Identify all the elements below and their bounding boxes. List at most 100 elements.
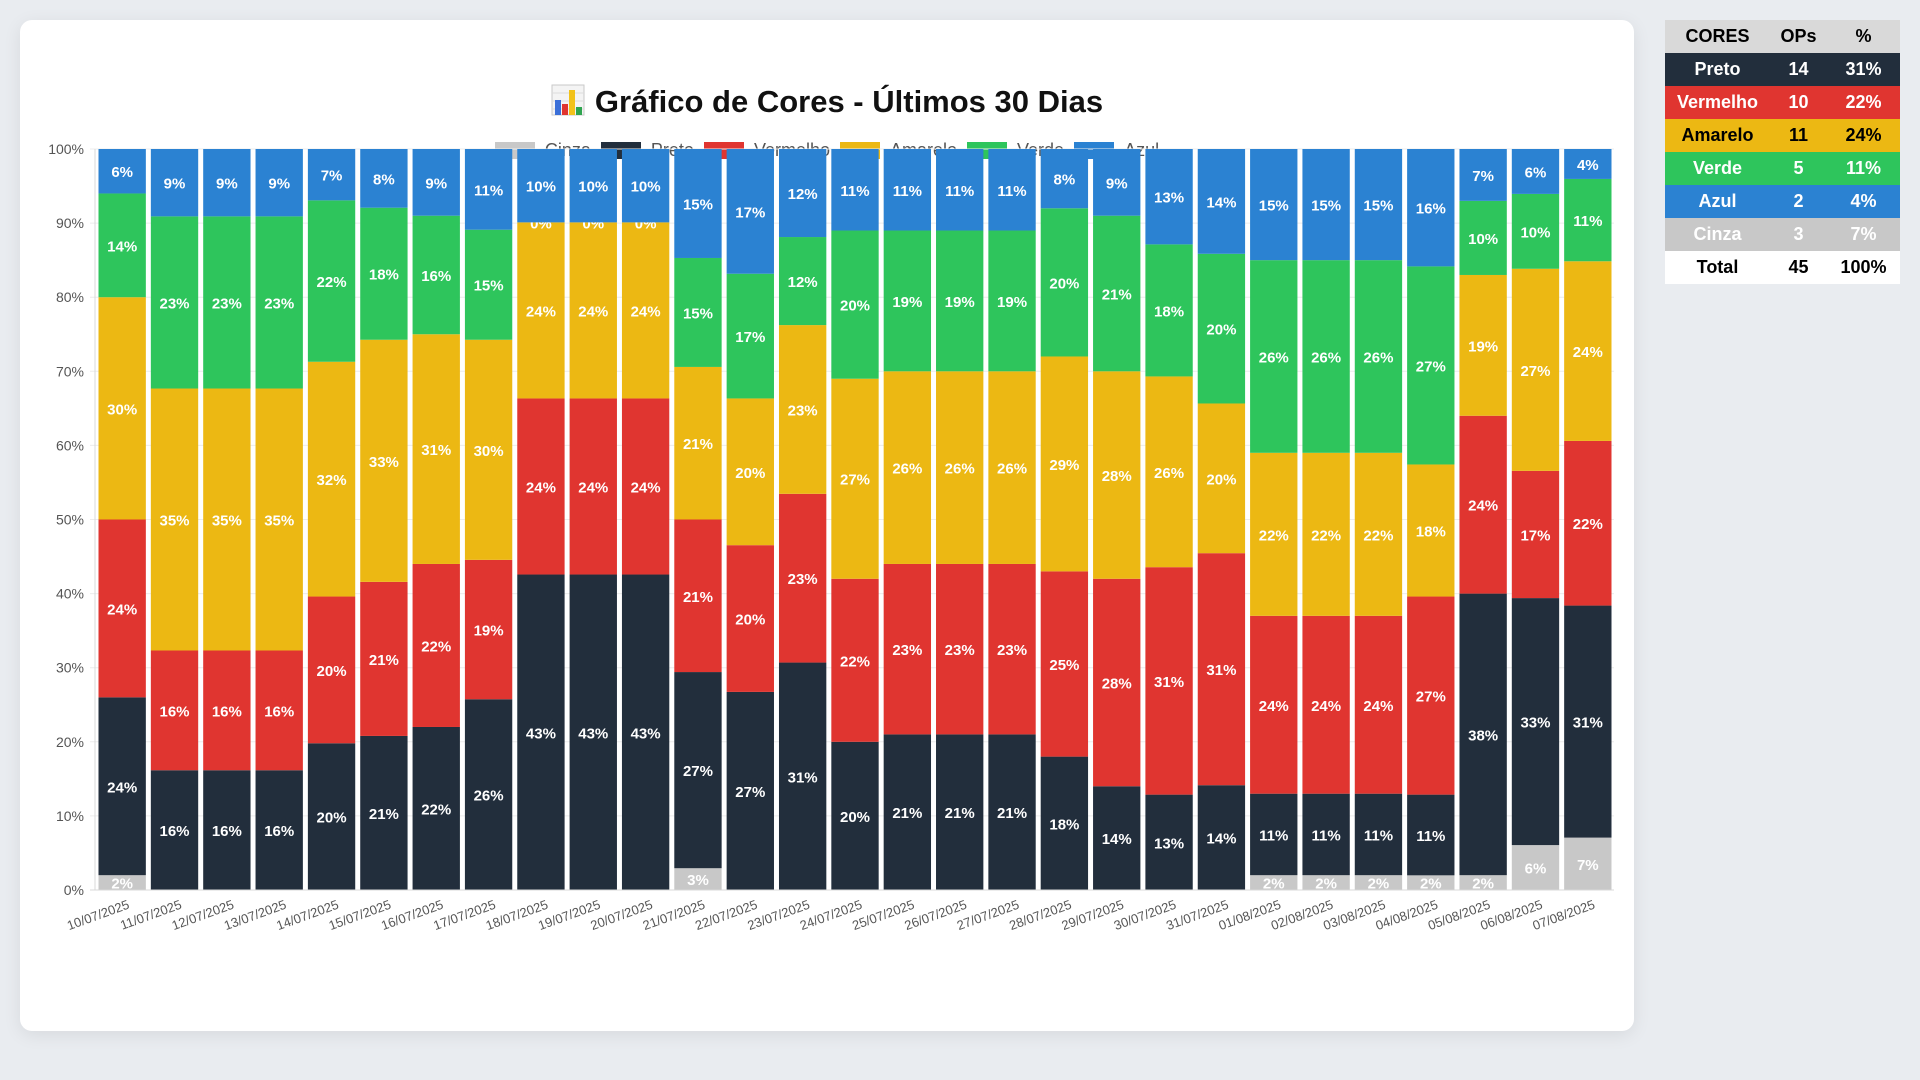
- bar-segment-azul[interactable]: [1040, 149, 1089, 209]
- bar-segment-vermelho[interactable]: [1354, 615, 1403, 794]
- bar-segment-preto[interactable]: [1197, 785, 1246, 890]
- bar-segment-azul[interactable]: [726, 149, 774, 274]
- bar-segment-azul[interactable]: [1093, 149, 1141, 216]
- bar-segment-preto[interactable]: [307, 743, 356, 890]
- bar-segment-azul[interactable]: [307, 149, 356, 201]
- bar-segment-amarelo[interactable]: [621, 222, 670, 399]
- bar-01/08/2025[interactable]: 2% 11% 24% 22% 26% 15%: [1250, 149, 1298, 893]
- bar-segment-vermelho[interactable]: [412, 563, 460, 727]
- bar-23/07/2025[interactable]: 0%31%23%23%12%12%: [778, 149, 827, 900]
- bar-segment-vermelho[interactable]: [1302, 615, 1350, 794]
- bar-segment-verde[interactable]: [674, 257, 722, 367]
- bar-segment-verde[interactable]: [1511, 193, 1560, 269]
- bar-segment-vermelho[interactable]: [1511, 470, 1560, 599]
- bar-segment-amarelo[interactable]: [517, 222, 565, 399]
- bar-segment-amarelo[interactable]: [936, 371, 984, 564]
- bar-segment-azul[interactable]: [936, 149, 984, 231]
- bar-segment-verde[interactable]: [412, 215, 460, 335]
- bar-segment-vermelho[interactable]: [1197, 553, 1246, 786]
- bar-segment-verde[interactable]: [883, 230, 932, 372]
- bar-segment-vermelho[interactable]: [1145, 567, 1193, 795]
- bar-segment-amarelo[interactable]: [1250, 452, 1298, 616]
- bar-segment-verde[interactable]: [1354, 260, 1403, 453]
- bar-segment-azul[interactable]: [1145, 149, 1193, 245]
- bar-segment-verde[interactable]: [1040, 208, 1089, 357]
- bar-segment-vermelho[interactable]: [621, 398, 670, 575]
- bar-segment-preto[interactable]: [621, 574, 670, 890]
- bar-segment-amarelo[interactable]: [1145, 376, 1193, 568]
- bar-segment-azul[interactable]: [674, 149, 722, 258]
- bar-segment-preto[interactable]: [1407, 794, 1455, 876]
- bar-segment-amarelo[interactable]: [1407, 464, 1455, 597]
- bar-segment-azul[interactable]: [98, 149, 146, 194]
- bar-06/08/2025[interactable]: 6% 33% 17% 27% 10% 6%: [1511, 149, 1560, 890]
- bar-segment-preto[interactable]: [1145, 794, 1193, 890]
- bar-19/07/2025[interactable]: 0%43%24%24%0%10%: [569, 149, 617, 900]
- bar-segment-cinza[interactable]: [1459, 875, 1507, 890]
- bar-segment-cinza[interactable]: [1564, 837, 1612, 890]
- bar-segment-amarelo[interactable]: [988, 371, 1036, 564]
- bar-segment-amarelo[interactable]: [569, 222, 617, 399]
- bar-segment-verde[interactable]: [307, 200, 356, 362]
- bar-segment-preto[interactable]: [255, 770, 303, 890]
- bar-segment-verde[interactable]: [203, 216, 251, 389]
- bar-18/07/2025[interactable]: 0%43%24%24%0%10%: [517, 149, 565, 900]
- bar-27/07/2025[interactable]: 0%21%23%26%19%11%: [988, 149, 1036, 900]
- bar-segment-preto[interactable]: [1459, 593, 1507, 876]
- bar-10/07/2025[interactable]: 2% 24% 24% 30% 14% 6%: [98, 149, 146, 893]
- bar-segment-preto[interactable]: [1564, 605, 1612, 838]
- bar-segment-amarelo[interactable]: [674, 366, 722, 520]
- bar-segment-vermelho[interactable]: [831, 578, 879, 742]
- bar-segment-cinza[interactable]: [674, 868, 722, 890]
- bar-segment-preto[interactable]: [98, 697, 146, 876]
- bar-29/07/2025[interactable]: 0%14%28%28%21%9%: [1093, 149, 1141, 900]
- bar-segment-azul[interactable]: [1354, 149, 1403, 261]
- bar-segment-amarelo[interactable]: [883, 371, 932, 564]
- bar-segment-azul[interactable]: [1197, 149, 1246, 254]
- bar-segment-cinza[interactable]: [1354, 875, 1403, 890]
- bar-segment-vermelho[interactable]: [726, 545, 774, 692]
- bar-segment-vermelho[interactable]: [1040, 571, 1089, 757]
- bar-segment-preto[interactable]: [988, 734, 1036, 890]
- bar-segment-cinza[interactable]: [1302, 875, 1350, 890]
- bar-segment-verde[interactable]: [360, 207, 408, 340]
- bar-25/07/2025[interactable]: 0%21%23%26%19%11%: [883, 149, 932, 900]
- bar-22/07/2025[interactable]: 0%27%20%20%17%17%: [726, 149, 774, 900]
- bar-segment-verde[interactable]: [1093, 215, 1141, 372]
- bar-11/07/2025[interactable]: 0%16%16%35%23%9%: [150, 149, 199, 900]
- bar-segment-amarelo[interactable]: [150, 388, 199, 651]
- bar-segment-azul[interactable]: [1564, 149, 1612, 179]
- bar-segment-amarelo[interactable]: [1197, 403, 1246, 554]
- bar-05/08/2025[interactable]: 2% 38% 24% 19% 10% 7%: [1459, 149, 1507, 893]
- bar-segment-preto[interactable]: [1040, 756, 1089, 890]
- bar-segment-vermelho[interactable]: [517, 398, 565, 575]
- bar-segment-preto[interactable]: [726, 691, 774, 890]
- bar-segment-azul[interactable]: [464, 149, 513, 230]
- bar-segment-vermelho[interactable]: [307, 596, 356, 744]
- bar-segment-amarelo[interactable]: [203, 388, 251, 651]
- bar-segment-azul[interactable]: [255, 149, 303, 217]
- bar-segment-verde[interactable]: [778, 237, 827, 326]
- bar-segment-preto[interactable]: [464, 699, 513, 890]
- bar-segment-vermelho[interactable]: [1407, 596, 1455, 795]
- bar-segment-amarelo[interactable]: [1093, 371, 1141, 579]
- bar-segment-cinza[interactable]: [1407, 875, 1455, 890]
- bar-segment-azul[interactable]: [150, 149, 199, 217]
- bar-segment-verde[interactable]: [1459, 200, 1507, 275]
- bar-segment-vermelho[interactable]: [883, 563, 932, 735]
- bar-segment-verde[interactable]: [988, 230, 1036, 372]
- bar-segment-vermelho[interactable]: [255, 650, 303, 771]
- bar-26/07/2025[interactable]: 0%21%23%26%19%11%: [936, 149, 984, 900]
- bar-31/07/2025[interactable]: 0%14%31%20%20%14%: [1197, 149, 1246, 900]
- bar-segment-preto[interactable]: [517, 574, 565, 890]
- bar-segment-vermelho[interactable]: [569, 398, 617, 575]
- bar-segment-azul[interactable]: [569, 149, 617, 223]
- bar-segment-vermelho[interactable]: [1459, 415, 1507, 594]
- bar-segment-preto[interactable]: [203, 770, 251, 890]
- bar-segment-preto[interactable]: [1511, 598, 1560, 846]
- bar-segment-amarelo[interactable]: [1354, 452, 1403, 616]
- bar-segment-azul[interactable]: [1511, 149, 1560, 194]
- bar-segment-verde[interactable]: [1302, 260, 1350, 453]
- bar-segment-azul[interactable]: [988, 149, 1036, 231]
- bar-segment-vermelho[interactable]: [988, 563, 1036, 735]
